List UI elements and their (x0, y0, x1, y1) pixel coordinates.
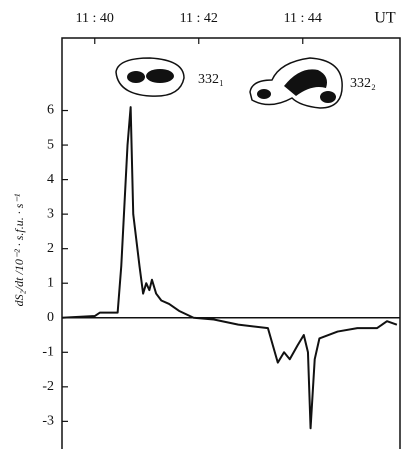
y-tick-label: 5 (47, 137, 54, 152)
annotation: 332₁ (198, 72, 224, 87)
plot-frame (61, 37, 401, 454)
y-tick-label: 6 (47, 103, 54, 118)
y-tick-label: 0 (47, 310, 54, 325)
y-tick-label: 4 (47, 172, 54, 187)
region-sketch-2 (249, 57, 343, 109)
annotation: 332₂ (350, 76, 376, 91)
region-sketch-1 (115, 57, 185, 97)
y-tick-label: 3 (47, 206, 54, 221)
y-tick-label: -1 (42, 345, 54, 360)
y-tick-label: 2 (47, 241, 54, 256)
x-tick-label: 11 : 44 (284, 11, 322, 26)
y-tick-label: 1 (47, 275, 54, 290)
x-axis-label: UT (374, 10, 396, 27)
x-tick-label: 11 : 42 (180, 11, 218, 26)
x-tick-label: 11 : 40 (76, 11, 114, 26)
y-tick-label: -3 (42, 414, 54, 429)
y-axis-label: dS₂/dt /10⁻² · s.f.u. · s⁻¹ (12, 193, 26, 306)
y-tick-label: -2 (42, 379, 54, 394)
data-line (61, 106, 398, 430)
